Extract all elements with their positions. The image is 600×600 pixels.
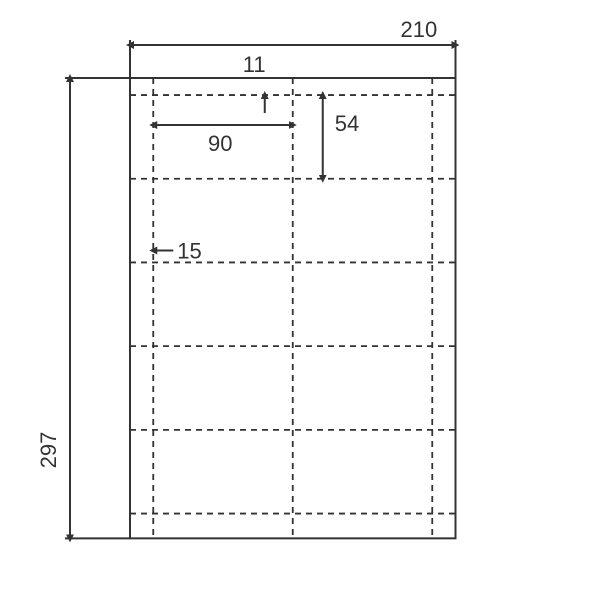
dim-label-left-margin: 15 xyxy=(177,238,201,263)
label-sheet-diagram: 210 297 11 90 54 15 xyxy=(0,0,600,600)
dim-label-page-width: 210 xyxy=(401,17,438,42)
dim-label-page-height: 297 xyxy=(36,432,61,469)
dim-label-top-margin: 11 xyxy=(243,52,266,77)
dim-label-card-width: 90 xyxy=(208,131,232,156)
dim-label-card-height: 54 xyxy=(335,111,359,136)
